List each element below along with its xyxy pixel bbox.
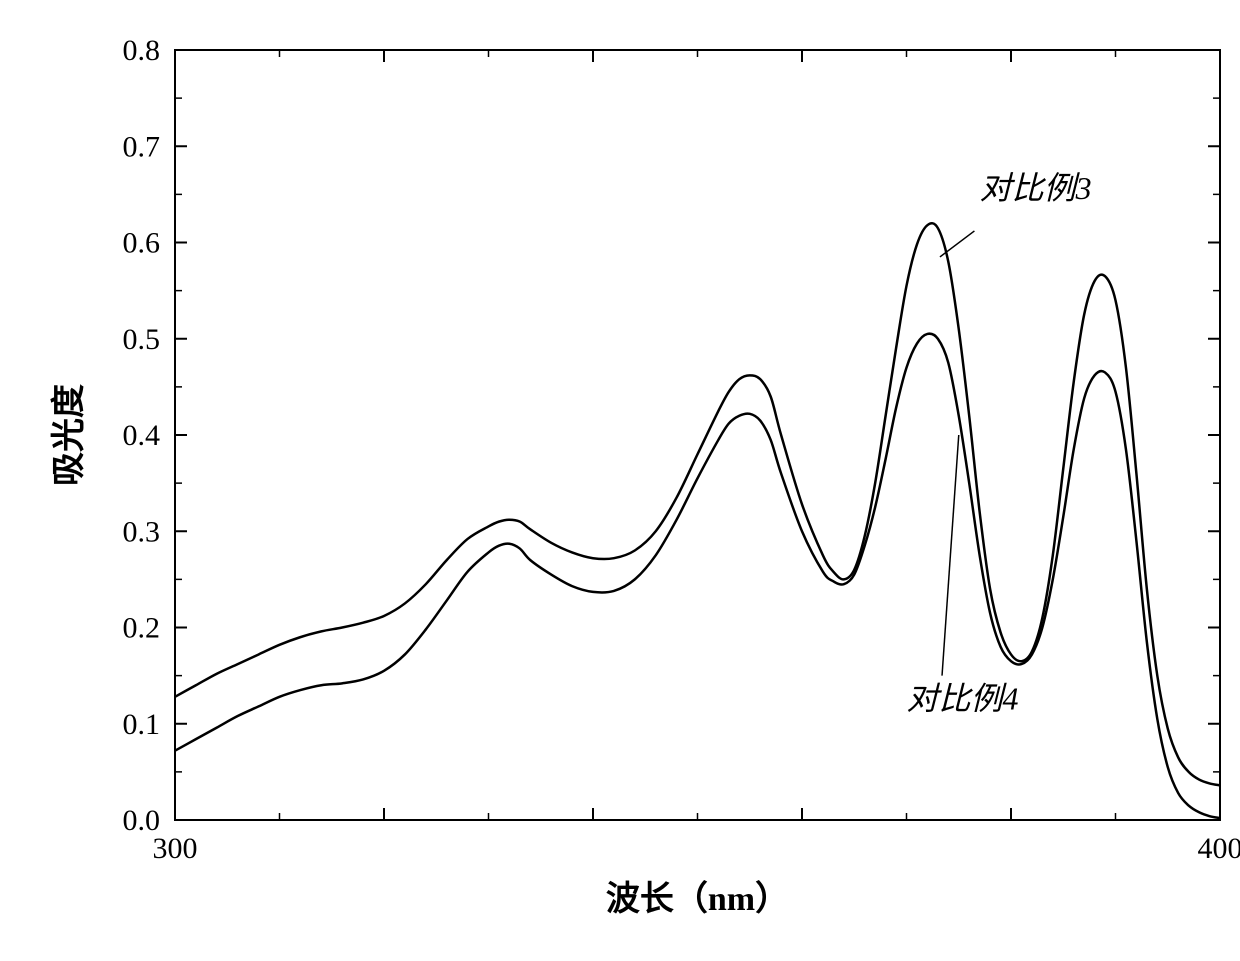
y-tick-label: 0.7 [123, 130, 161, 163]
y-axis-label: 吸光度 [50, 384, 88, 486]
chart-svg: 3004000.00.10.20.30.40.50.60.70.8波长（nm）吸… [20, 20, 1240, 941]
y-tick-label: 0.3 [123, 515, 161, 548]
y-tick-label: 0.4 [123, 419, 161, 452]
series-line-1 [175, 334, 1220, 818]
y-tick-label: 0.6 [123, 227, 161, 260]
y-tick-label: 0.5 [123, 323, 161, 356]
y-tick-label: 0.1 [123, 708, 161, 741]
x-axis-label: 波长（nm） [606, 879, 789, 918]
annotation-label-0: 对比例3 [980, 170, 1092, 206]
annotation-label-1: 对比例4 [907, 680, 1019, 716]
series-line-0 [175, 223, 1220, 785]
annotation-leader-1 [942, 435, 959, 676]
spectral-chart: 3004000.00.10.20.30.40.50.60.70.8波长（nm）吸… [20, 20, 1240, 941]
x-tick-label: 400 [1198, 832, 1240, 865]
y-tick-label: 0.2 [123, 612, 161, 645]
y-tick-label: 0.8 [123, 34, 161, 67]
y-tick-label: 0.0 [123, 804, 161, 837]
